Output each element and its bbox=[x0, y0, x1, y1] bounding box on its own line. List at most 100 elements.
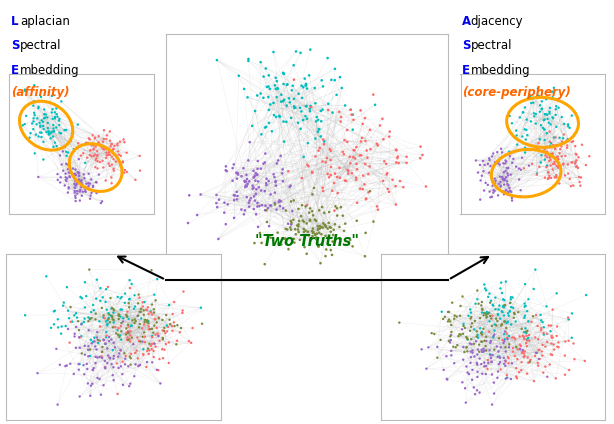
Point bbox=[97, 354, 107, 361]
Point bbox=[61, 170, 71, 177]
Point bbox=[39, 111, 49, 117]
Point bbox=[360, 161, 370, 167]
Point bbox=[436, 337, 446, 343]
Point bbox=[489, 187, 499, 194]
Point bbox=[505, 153, 515, 159]
Point bbox=[86, 309, 96, 315]
Point bbox=[526, 357, 535, 363]
Point bbox=[79, 318, 89, 325]
Point bbox=[379, 158, 389, 165]
Point bbox=[465, 348, 475, 355]
Point bbox=[522, 116, 532, 123]
Point bbox=[276, 91, 286, 98]
Point bbox=[494, 181, 503, 187]
Point bbox=[85, 186, 95, 192]
Point bbox=[497, 337, 507, 343]
Point bbox=[363, 171, 373, 178]
Point bbox=[546, 332, 556, 339]
Point bbox=[572, 157, 581, 164]
Point bbox=[501, 278, 511, 285]
Point bbox=[91, 190, 101, 196]
Point bbox=[379, 136, 389, 142]
Point bbox=[473, 334, 483, 341]
Point bbox=[126, 355, 136, 362]
Point bbox=[503, 188, 513, 195]
Point bbox=[343, 167, 352, 173]
Point bbox=[223, 201, 233, 208]
Point bbox=[47, 109, 56, 116]
Point bbox=[134, 362, 144, 369]
Point bbox=[84, 327, 94, 334]
Point bbox=[306, 103, 316, 109]
Point bbox=[117, 328, 126, 335]
Point bbox=[549, 341, 559, 348]
Point bbox=[52, 346, 61, 352]
Point bbox=[142, 317, 152, 324]
Point bbox=[518, 347, 527, 354]
Point bbox=[73, 318, 83, 325]
Point bbox=[484, 188, 494, 195]
Point bbox=[61, 323, 71, 329]
Point bbox=[548, 166, 558, 173]
Point bbox=[456, 331, 465, 338]
Point bbox=[445, 333, 455, 340]
Point bbox=[29, 98, 39, 105]
Point bbox=[184, 192, 194, 199]
Point bbox=[105, 319, 115, 326]
Point bbox=[564, 338, 573, 344]
Point bbox=[545, 153, 555, 160]
Point bbox=[74, 176, 84, 183]
Point bbox=[500, 336, 510, 343]
Point bbox=[45, 129, 55, 136]
Point bbox=[269, 171, 279, 178]
Point bbox=[297, 202, 307, 209]
Point bbox=[149, 322, 159, 329]
Point bbox=[484, 318, 494, 325]
Point bbox=[451, 344, 460, 351]
Point bbox=[585, 153, 594, 159]
Point bbox=[285, 184, 295, 190]
Point bbox=[49, 128, 59, 134]
Point bbox=[535, 312, 545, 318]
Point bbox=[349, 147, 359, 153]
Point bbox=[287, 87, 297, 94]
Point bbox=[131, 318, 141, 324]
Point bbox=[269, 112, 279, 119]
Point bbox=[279, 70, 289, 77]
Point bbox=[246, 195, 256, 201]
Point bbox=[75, 361, 85, 368]
Point bbox=[507, 334, 517, 341]
Point bbox=[278, 205, 288, 212]
Point bbox=[169, 319, 179, 326]
Point bbox=[555, 146, 565, 153]
Point bbox=[260, 188, 270, 195]
Point bbox=[107, 141, 117, 148]
Point bbox=[87, 142, 96, 148]
Point bbox=[350, 155, 360, 162]
Point bbox=[40, 114, 50, 121]
Point bbox=[316, 260, 325, 267]
Point bbox=[50, 114, 60, 120]
Point bbox=[499, 169, 509, 176]
Point bbox=[64, 184, 74, 191]
Point bbox=[122, 169, 132, 176]
Point bbox=[90, 134, 100, 141]
Point bbox=[30, 150, 40, 157]
Point bbox=[255, 203, 265, 209]
Point bbox=[91, 354, 101, 360]
Point bbox=[123, 329, 133, 336]
Point bbox=[126, 323, 136, 329]
Point bbox=[112, 360, 122, 367]
Point bbox=[471, 300, 481, 307]
Point bbox=[132, 347, 142, 354]
Point bbox=[356, 152, 366, 159]
Point bbox=[515, 176, 524, 183]
Point bbox=[484, 328, 494, 335]
Point bbox=[463, 336, 473, 343]
Point bbox=[476, 302, 486, 309]
Point bbox=[67, 130, 77, 137]
Point bbox=[108, 347, 118, 354]
Point bbox=[265, 202, 275, 209]
Point bbox=[473, 169, 483, 176]
Point bbox=[493, 353, 503, 360]
